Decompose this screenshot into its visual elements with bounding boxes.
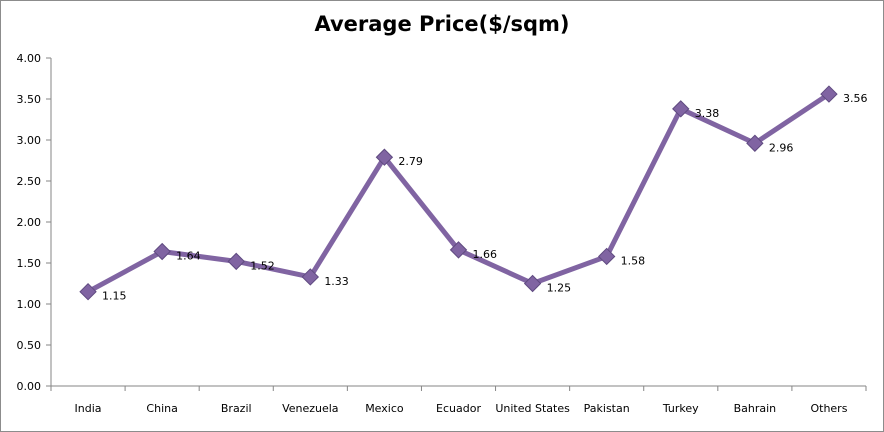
y-tick-label: 1.50	[17, 257, 42, 270]
diamond-marker	[153, 242, 171, 261]
x-tick-label: Brazil	[221, 402, 252, 415]
x-tick-label: Bahrain	[734, 402, 777, 415]
y-tick-label: 2.50	[17, 175, 42, 188]
x-tick-label: United States	[495, 402, 570, 415]
series-markers	[79, 85, 838, 301]
diamond-marker	[227, 252, 245, 271]
x-tick-label: China	[146, 402, 177, 415]
data-labels: 1.15 1.64 1.52 1.33 2.79 1.66 1.25 1.58 3.38 2.96…	[102, 92, 867, 303]
y-tick-labels: 0.00 0.50 1.00 1.50 2.00 2.50 3.00 3.50 4.00	[17, 52, 42, 393]
x-tick-label: Venezuela	[282, 402, 339, 415]
x-tick-label: Pakistan	[584, 402, 630, 415]
diamond-marker	[79, 282, 97, 301]
data-label: 1.15	[102, 290, 127, 303]
x-tick-label: Others	[810, 402, 847, 415]
y-tick-label: 0.50	[17, 339, 42, 352]
y-tick-label: 2.00	[17, 216, 42, 229]
data-label: 1.66	[473, 248, 498, 261]
x-tick-label: Mexico	[365, 402, 404, 415]
data-label: 2.96	[769, 141, 794, 154]
data-label: 3.56	[843, 92, 868, 105]
x-tick-label: Turkey	[662, 402, 699, 415]
diamond-marker	[820, 85, 838, 103]
diamond-marker	[301, 268, 320, 286]
diamond-marker	[449, 241, 468, 259]
x-tick-label: Ecuador	[436, 402, 481, 415]
data-label: 1.25	[547, 282, 572, 295]
diamond-marker	[523, 274, 542, 293]
diamond-marker	[375, 148, 394, 166]
x-tick-labels: India China Brazil Venezuela Mexico Ecuador Un…	[75, 402, 848, 415]
y-tick-label: 3.50	[17, 93, 42, 106]
diamond-marker	[597, 247, 616, 266]
data-label: 2.79	[398, 155, 423, 168]
data-label: 3.38	[695, 107, 720, 120]
chart-axes	[46, 57, 867, 391]
data-label: 1.52	[250, 259, 275, 272]
x-tick-label: India	[75, 402, 102, 415]
data-label: 1.58	[621, 254, 646, 267]
y-tick-label: 3.00	[17, 134, 42, 147]
data-label: 1.64	[176, 250, 201, 263]
y-tick-label: 0.00	[17, 380, 42, 393]
y-tick-label: 1.00	[17, 298, 42, 311]
data-label: 1.33	[324, 275, 349, 288]
diamond-marker	[672, 100, 690, 118]
chart-title: Average Price($/sqm)	[314, 12, 570, 36]
diamond-marker	[746, 134, 764, 152]
y-tick-label: 4.00	[17, 52, 42, 65]
